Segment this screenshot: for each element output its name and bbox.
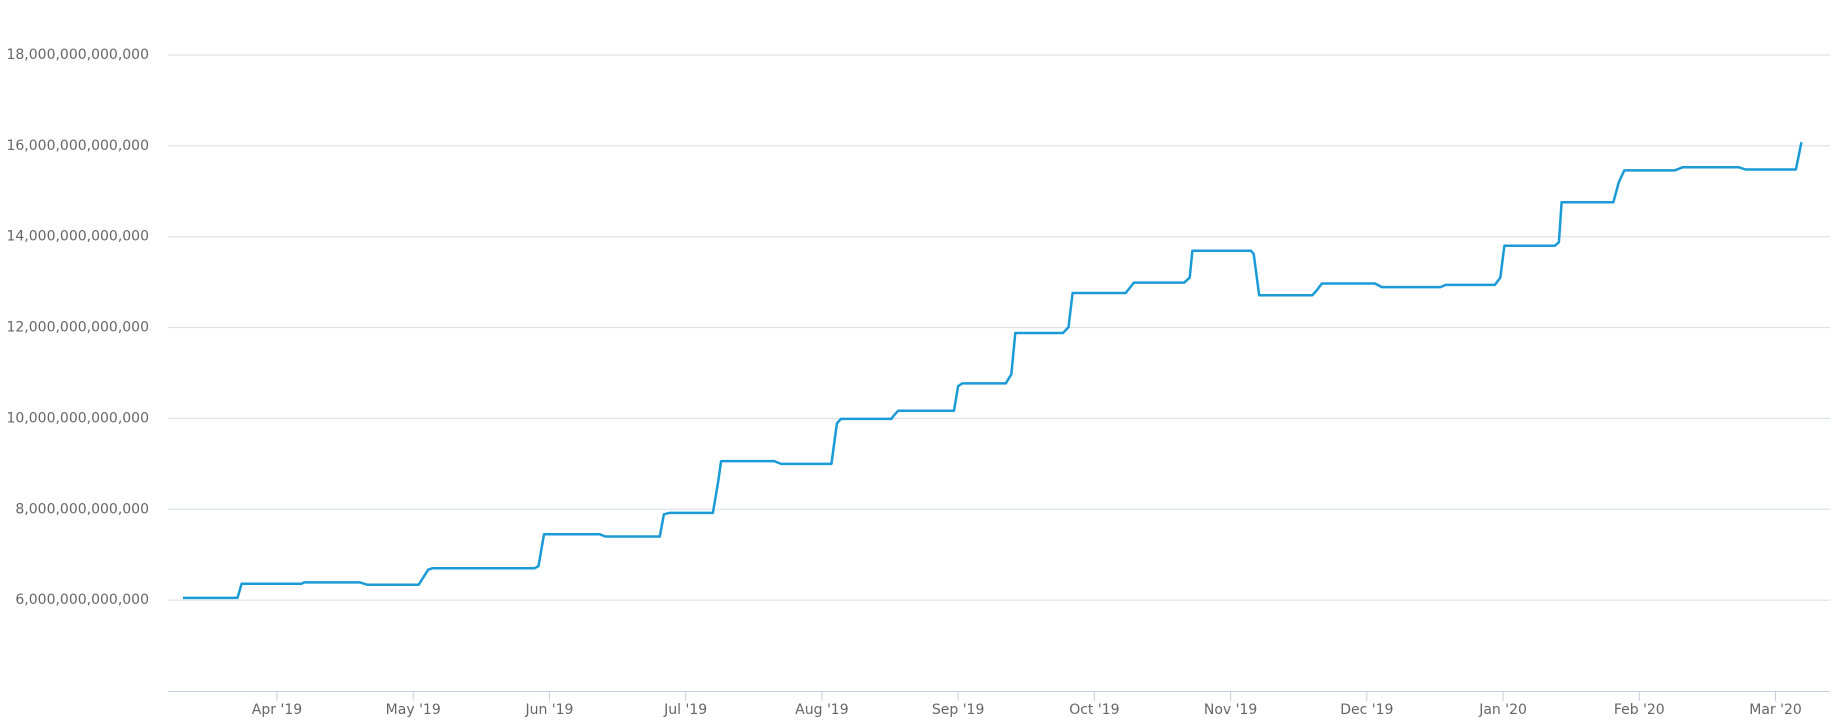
y-tick-label: 10,000,000,000,000 [6, 410, 149, 426]
x-tick-label: Aug '19 [795, 702, 848, 718]
y-tick-label: 14,000,000,000,000 [6, 229, 149, 245]
y-tick-label: 8,000,000,000,000 [15, 501, 149, 517]
x-tick-label: Jun '19 [524, 702, 573, 718]
x-tick-label: Oct '19 [1069, 702, 1119, 718]
y-tick-label: 18,000,000,000,000 [6, 47, 149, 63]
x-tick-label: Dec '19 [1340, 702, 1393, 718]
x-tick-label: Apr '19 [252, 702, 302, 718]
y-tick-label: 6,000,000,000,000 [15, 592, 149, 608]
x-tick-label: Mar '20 [1749, 702, 1802, 718]
y-tick-label: 16,000,000,000,000 [6, 138, 149, 154]
x-tick-label: Sep '19 [932, 702, 985, 718]
data-line [183, 141, 1803, 600]
x-tick-label: May '19 [386, 702, 441, 718]
y-tick-label: 12,000,000,000,000 [6, 320, 149, 336]
x-tick-label: Feb '20 [1614, 702, 1665, 718]
x-tick-label: Jul '19 [663, 702, 707, 718]
x-tick-label: Nov '19 [1204, 702, 1257, 718]
x-tick-label: Jan '20 [1478, 702, 1527, 718]
